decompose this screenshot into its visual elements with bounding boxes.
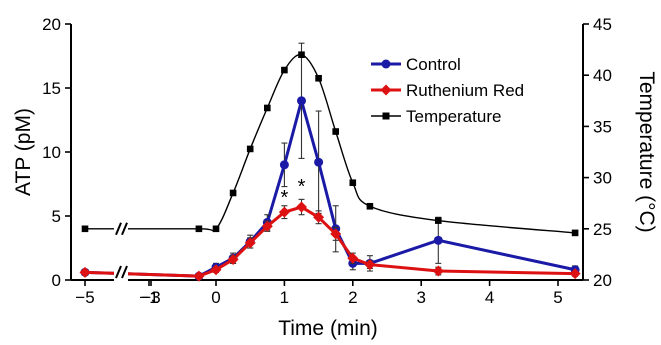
axis-break-mark xyxy=(121,265,128,279)
significance-asterisk: * xyxy=(298,176,306,198)
y-right-tick-label: 20 xyxy=(593,271,612,290)
x-tick-label: 1 xyxy=(280,288,289,307)
data-point xyxy=(433,235,443,245)
x-tick-label: 4 xyxy=(485,288,494,307)
data-point xyxy=(227,254,239,266)
data-point xyxy=(364,259,376,271)
y-left-tick-label: 15 xyxy=(42,79,61,98)
axis-break-mark xyxy=(121,222,128,236)
x-tick-label: −1 xyxy=(139,288,158,307)
x-axis-title: Time (min) xyxy=(278,317,378,340)
x-tick-label: 2 xyxy=(348,288,357,307)
data-point xyxy=(571,229,579,237)
y-right-tick-label: 30 xyxy=(593,169,612,188)
data-point xyxy=(366,202,374,210)
data-point xyxy=(81,225,89,233)
data-point xyxy=(332,128,339,135)
data-point xyxy=(298,51,305,59)
data-point xyxy=(314,157,324,167)
legend-item-control: Control xyxy=(371,55,461,74)
x-tick-label: −3 xyxy=(141,288,160,307)
data-point xyxy=(297,96,306,106)
series-temperature xyxy=(81,51,579,237)
y-right-tick-label: 45 xyxy=(593,15,612,34)
data-point xyxy=(435,217,442,224)
data-point xyxy=(278,206,290,218)
y-left-tick-label: 5 xyxy=(52,207,61,226)
data-point xyxy=(315,74,322,82)
data-point xyxy=(313,211,325,223)
legend-label-ruthenium-red: Ruthenium Red xyxy=(406,81,524,100)
data-point xyxy=(279,160,289,170)
data-point xyxy=(79,266,91,278)
axis-break-mark xyxy=(115,265,122,279)
axis-break-mask xyxy=(114,219,128,238)
axis-break-mark xyxy=(115,222,122,236)
y-axis-left-title: ATP (pM) xyxy=(12,108,35,196)
legend-label-temperature: Temperature xyxy=(406,107,501,126)
data-point xyxy=(261,220,273,232)
legend: Control Ruthenium Red Temperature xyxy=(371,55,524,126)
series-line xyxy=(84,95,576,278)
data-point xyxy=(195,225,203,233)
data-point xyxy=(244,237,256,249)
x-tick-label: 5 xyxy=(553,288,562,307)
series-control xyxy=(80,42,580,281)
y-axis-right-title: Temperature (°C) xyxy=(635,71,658,232)
legend-marker-ruthenium-red xyxy=(380,84,392,96)
series-line xyxy=(84,205,576,278)
data-point xyxy=(296,201,307,213)
data-point xyxy=(193,270,205,282)
y-left-tick-label: 20 xyxy=(42,15,61,34)
data-point xyxy=(569,268,581,280)
legend-marker-temperature xyxy=(382,112,390,120)
x-tick-label: 3 xyxy=(416,288,425,307)
data-point xyxy=(210,264,222,276)
axis-break-mask xyxy=(114,263,128,281)
y-left-tick-label: 0 xyxy=(52,271,61,290)
legend-item-ruthenium-red: Ruthenium Red xyxy=(371,81,524,100)
y-right-tick-label: 25 xyxy=(593,220,612,239)
data-point xyxy=(330,228,342,240)
x-tick-label: 0 xyxy=(211,288,220,307)
data-point xyxy=(212,225,220,233)
y-left-tick-label: 10 xyxy=(42,143,61,162)
legend-marker-control xyxy=(381,59,391,69)
significance-asterisk: * xyxy=(281,187,289,209)
y-right-tick-label: 40 xyxy=(593,66,612,85)
annotation-layer: ** xyxy=(114,176,306,281)
data-point xyxy=(229,189,237,197)
data-point xyxy=(432,265,444,277)
series-ruthenium-red xyxy=(79,198,581,282)
y-right-tick-label: 35 xyxy=(593,117,612,136)
legend-label-control: Control xyxy=(406,55,461,74)
data-point xyxy=(264,104,271,112)
legend-item-temperature: Temperature xyxy=(371,107,501,126)
x-tick-label: −5 xyxy=(75,288,94,307)
data-point xyxy=(347,252,359,264)
data-point xyxy=(246,145,254,153)
data-point xyxy=(349,179,357,187)
data-point xyxy=(281,66,288,74)
series-layer xyxy=(79,42,581,282)
